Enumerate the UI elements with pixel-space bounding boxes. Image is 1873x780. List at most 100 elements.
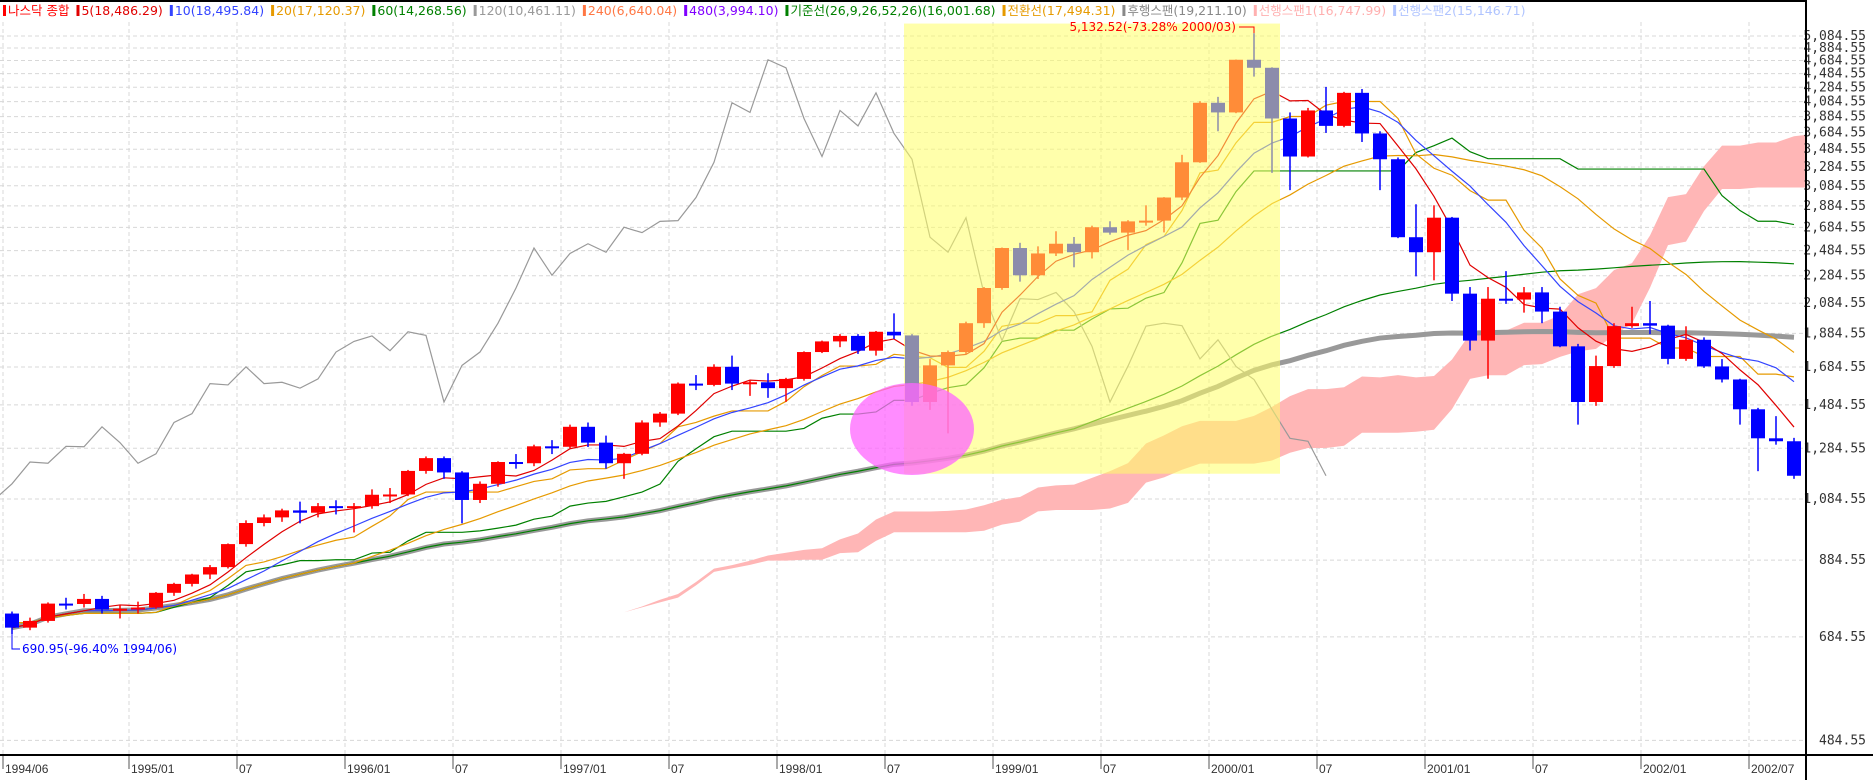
candle-body [275,510,289,518]
legend-item: 선행스팬2(15,146.71) [1398,3,1525,18]
candle-body [77,598,91,604]
y-tick-label: 1,484.55 [1803,398,1866,413]
candle [1445,216,1459,301]
candle-body [1463,293,1477,341]
candle-body [329,506,343,509]
x-tick-label: 1999/01 [995,762,1039,776]
candle-body [527,446,541,464]
candle [1607,323,1621,368]
legend-swatch [76,5,80,16]
candle [779,377,793,402]
candle [689,375,703,391]
candle [761,373,775,398]
x-tick-label: 1995/01 [131,762,175,776]
x-tick-label: 1997/01 [563,762,607,776]
candle-body [257,517,271,524]
y-tick-label: 1,684.55 [1803,360,1866,375]
candle-body [203,567,217,575]
candle-body [1697,339,1711,367]
candle [527,444,541,467]
y-tick-label: 5,084.55 [1803,29,1866,44]
candle [329,500,343,515]
x-tick-label: 2002/07 [1751,762,1795,776]
legend-swatch [1393,5,1397,16]
candle [545,440,559,455]
y-tick-label: 3,684.55 [1803,126,1866,141]
candle-body [563,426,577,447]
candle-body [95,598,109,610]
candle-body [1427,217,1441,253]
candle [347,503,361,533]
candle-body [131,607,145,610]
x-tick-label: 07 [671,762,685,776]
candle [581,422,595,448]
legend-swatch [271,5,275,16]
candle-body [491,462,505,484]
y-tick-label: 4,084.55 [1803,95,1866,110]
candle [365,489,379,509]
candle-body [761,382,775,389]
candle [23,617,37,631]
candle-body [437,458,451,473]
y-tick-label: 1,084.55 [1803,492,1866,507]
candle [617,452,631,479]
candle [311,503,325,518]
candle-body [545,446,559,449]
grid [0,0,1806,755]
candle [167,582,181,596]
candle-body [221,544,235,568]
candle-body [239,523,253,545]
candle [473,481,487,504]
candle [1481,287,1495,379]
y-tick-label: 4,484.55 [1803,67,1866,82]
candle [743,380,757,396]
candle [419,456,433,474]
x-tick-label: 1994/06 [5,762,49,776]
candle [1355,89,1369,142]
y-tick-label: 2,284.55 [1803,269,1866,284]
candle [1373,131,1387,191]
candle-body [311,506,325,513]
annotations: 5,132.52(-73.28% 2000/03) 690.95(-96.40% … [11,20,1255,656]
candle [599,435,613,469]
candle [1283,112,1297,191]
candle-body [1409,237,1423,253]
candle [401,469,415,497]
legend-swatch [372,5,376,16]
candle [491,461,505,487]
x-tick-label: 07 [1535,762,1549,776]
candle-body [743,382,757,385]
y-tick-label: 3,284.55 [1803,160,1866,175]
candle [707,364,721,387]
legend-item: 10(18,495.84) [175,3,264,18]
candle-body [1769,438,1783,442]
x-tick-label: 1998/01 [779,762,823,776]
candle-body [581,426,595,443]
candle [275,508,289,522]
candle-body [59,603,73,606]
candle-body [1337,92,1351,126]
candle-body [1553,311,1567,347]
x-tick-label: 07 [239,762,253,776]
candle-body [1481,298,1495,341]
candle-body [149,592,163,608]
candle-body [113,608,127,611]
max-value-label: 5,132.52(-73.28% 2000/03) [1069,20,1236,34]
y-tick-label: 684.55 [1819,630,1866,645]
legend-swatch [169,5,173,16]
candle [5,611,19,635]
candle-body [1373,133,1387,160]
candle-body [23,620,37,628]
candle-body [599,442,613,464]
candle [1661,324,1675,365]
legend-item: 선행스팬1(16,747.99) [1259,3,1386,18]
candle [833,334,847,348]
legend-swatch [785,5,789,16]
y-axis: 5,084.554,884.554,684.554,484.554,284.55… [1803,0,1866,780]
y-tick-label: 884.55 [1819,553,1866,568]
candle-body [347,506,361,509]
legend: 나스닥 종합 5(18,486.29) 10(18,495.84) 20(17,120… [3,3,1525,18]
candle [113,605,127,619]
candle [1589,355,1603,406]
y-tick-label: 1,284.55 [1803,441,1866,456]
